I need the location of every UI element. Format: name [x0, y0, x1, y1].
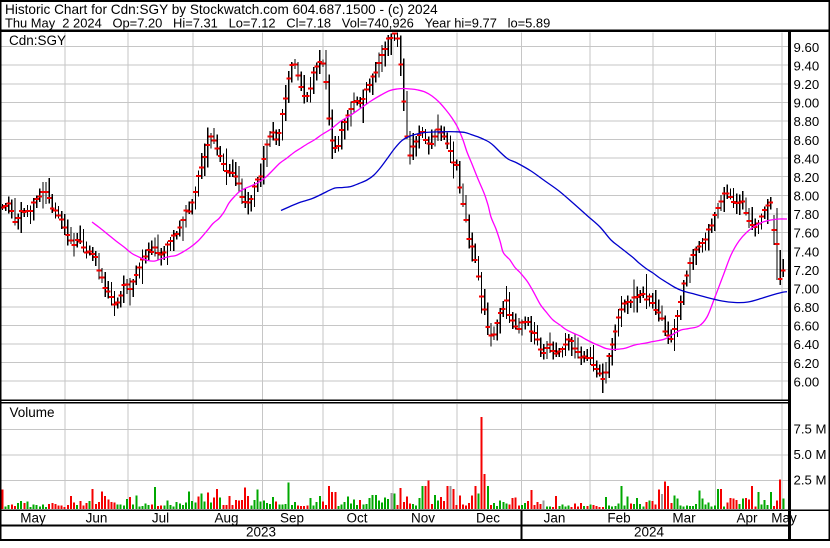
- svg-text:Sep: Sep: [280, 511, 304, 526]
- svg-text:2024: 2024: [634, 525, 665, 540]
- svg-text:Aug: Aug: [214, 511, 238, 526]
- svg-text:6.60: 6.60: [794, 319, 820, 334]
- svg-text:7.00: 7.00: [794, 282, 820, 297]
- svg-text:7.20: 7.20: [794, 263, 820, 278]
- svg-text:Thu May 2 2024 Op=7.20 Hi: Thu May 2 2024 Op=7.20 Hi=7.31 Lo=7.12 C…: [5, 15, 550, 30]
- svg-text:Historic Chart for Cdn:SGY by: Historic Chart for Cdn:SGY by Stockwatch…: [5, 2, 438, 17]
- svg-text:7.5 M: 7.5 M: [794, 422, 827, 437]
- svg-text:Feb: Feb: [607, 511, 630, 526]
- svg-text:Jul: Jul: [152, 511, 169, 526]
- svg-text:Jun: Jun: [86, 511, 108, 526]
- svg-text:Jan: Jan: [544, 511, 566, 526]
- svg-text:9.00: 9.00: [794, 96, 820, 111]
- svg-text:6.20: 6.20: [794, 356, 820, 371]
- svg-text:7.40: 7.40: [794, 244, 820, 259]
- svg-text:Volume: Volume: [10, 405, 55, 420]
- svg-text:Cdn:SGY: Cdn:SGY: [9, 33, 66, 48]
- svg-text:Nov: Nov: [411, 511, 435, 526]
- svg-text:Mar: Mar: [672, 511, 696, 526]
- svg-text:8.40: 8.40: [794, 151, 820, 166]
- svg-text:Apr: Apr: [736, 511, 758, 526]
- svg-text:7.80: 7.80: [794, 207, 820, 222]
- svg-text:8.80: 8.80: [794, 114, 820, 129]
- svg-text:2023: 2023: [246, 525, 276, 540]
- svg-text:6.00: 6.00: [794, 374, 820, 389]
- svg-text:2.5 M: 2.5 M: [794, 473, 827, 488]
- svg-text:Oct: Oct: [346, 511, 367, 526]
- svg-text:9.60: 9.60: [794, 40, 820, 55]
- svg-text:May: May: [20, 511, 46, 526]
- svg-text:May: May: [771, 511, 797, 526]
- svg-text:9.40: 9.40: [794, 58, 820, 73]
- svg-text:8.20: 8.20: [794, 170, 820, 185]
- svg-text:Dec: Dec: [476, 511, 500, 526]
- svg-text:8.60: 8.60: [794, 133, 820, 148]
- svg-text:6.40: 6.40: [794, 337, 820, 352]
- svg-text:6.80: 6.80: [794, 300, 820, 315]
- svg-text:7.60: 7.60: [794, 226, 820, 241]
- svg-text:9.20: 9.20: [794, 77, 820, 92]
- svg-text:8.00: 8.00: [794, 189, 820, 204]
- svg-text:5.0 M: 5.0 M: [794, 447, 827, 462]
